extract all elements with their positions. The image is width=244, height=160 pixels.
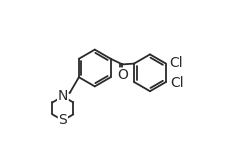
Text: O: O <box>117 68 128 82</box>
Text: Cl: Cl <box>170 76 183 90</box>
Text: N: N <box>58 89 68 103</box>
Text: S: S <box>59 113 67 127</box>
Text: Cl: Cl <box>169 56 183 70</box>
